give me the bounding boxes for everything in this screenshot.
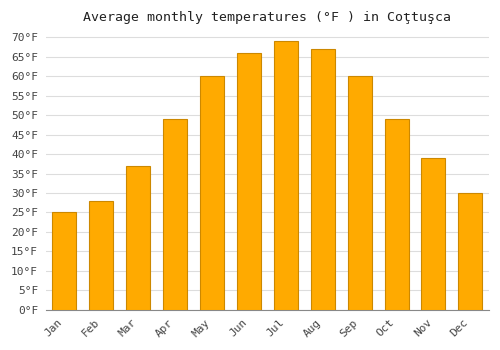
Bar [200, 76, 224, 310]
Bar [310, 49, 334, 310]
Bar [89, 201, 113, 310]
Title: Average monthly temperatures (°F ) in Coţtuşca: Average monthly temperatures (°F ) in Co… [84, 11, 452, 24]
Bar [163, 119, 187, 310]
Bar [422, 158, 446, 310]
Bar [237, 53, 261, 310]
Bar [274, 41, 298, 310]
Bar [384, 119, 408, 310]
Bar [126, 166, 150, 310]
Bar [458, 193, 482, 310]
Bar [348, 76, 372, 310]
Bar [52, 212, 76, 310]
